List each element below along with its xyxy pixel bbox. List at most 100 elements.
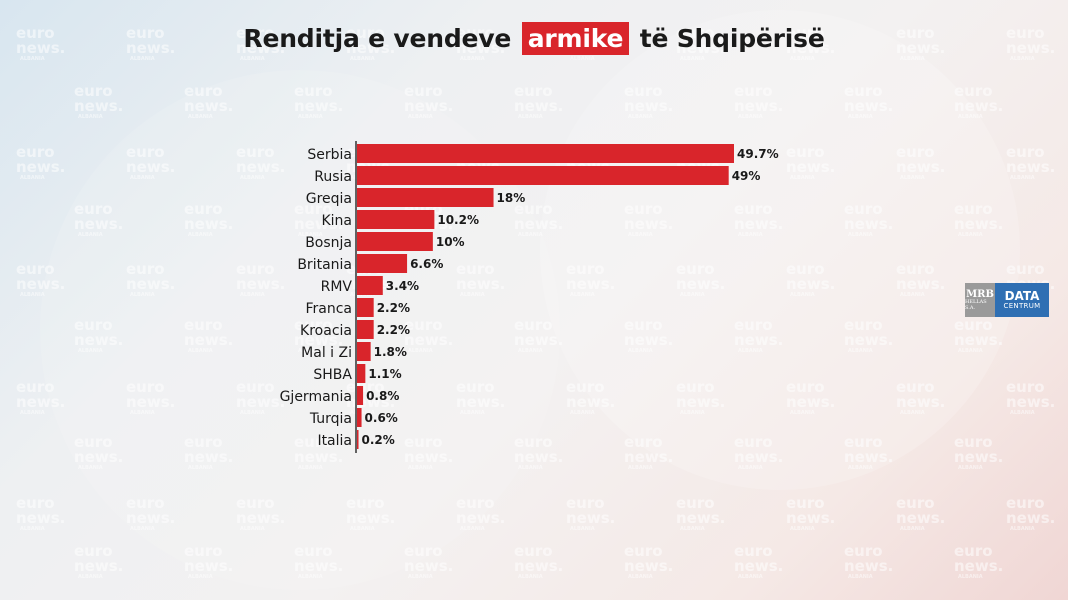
category-label: Kina (321, 213, 352, 229)
watermark-line1: euro (624, 316, 663, 334)
watermark-sub: ALBANIA (518, 232, 543, 238)
watermark-sub: ALBANIA (240, 526, 265, 532)
watermark-line2: news. (236, 275, 285, 293)
mrb-logo-text: MRB (966, 289, 994, 300)
watermark-sub: ALBANIA (738, 114, 763, 120)
mrb-logo: MRB HELLAS S.A. (965, 283, 995, 317)
watermark-line1: euro (236, 143, 275, 161)
category-label: Britania (297, 257, 352, 273)
watermark-line1: euro (1006, 260, 1045, 278)
watermark-line1: euro (844, 542, 883, 560)
watermark-line2: news. (126, 393, 175, 411)
watermark-line1: euro (294, 433, 333, 451)
category-label: Italia (317, 433, 352, 449)
watermark-sub: ALBANIA (738, 348, 763, 354)
watermark-line1: euro (236, 260, 275, 278)
title-text-before: Renditja e vendeve (243, 24, 512, 53)
bar-mal-i-zi (357, 342, 371, 361)
category-label: Bosnja (305, 235, 352, 251)
category-label: Greqia (306, 191, 352, 207)
watermark-line2: news. (566, 509, 615, 527)
watermark-line2: news. (896, 275, 945, 293)
watermark-sub: ALBANIA (900, 526, 925, 532)
watermark-line1: euro (1006, 494, 1045, 512)
watermark-sub: ALBANIA (350, 526, 375, 532)
bar-kroacia (357, 320, 374, 339)
watermark-line2: news. (514, 557, 563, 575)
watermark-line1: euro (624, 200, 663, 218)
watermark-line2: news. (294, 215, 343, 233)
watermark-sub: ALBANIA (130, 526, 155, 532)
watermark-sub: ALBANIA (20, 175, 45, 181)
watermark-sub: ALBANIA (1010, 56, 1035, 62)
watermark-line2: news. (294, 557, 343, 575)
watermark-line1: euro (844, 433, 883, 451)
bar-shba (357, 364, 366, 383)
watermark-line1: euro (734, 316, 773, 334)
watermark-line2: news. (844, 331, 893, 349)
watermark-line1: euro (624, 433, 663, 451)
value-label: 10.2% (437, 213, 479, 227)
watermark-line1: euro (294, 542, 333, 560)
watermark-sub: ALBANIA (188, 232, 213, 238)
watermark-sub: ALBANIA (188, 348, 213, 354)
watermark-line1: euro (404, 82, 443, 100)
watermark-line1: euro (954, 542, 993, 560)
watermark-sub: ALBANIA (188, 465, 213, 471)
watermark-line1: euro (786, 143, 825, 161)
watermark-line2: news. (294, 448, 343, 466)
value-label: 49% (732, 169, 761, 183)
watermark-line2: news. (184, 448, 233, 466)
watermark-sub: ALBANIA (958, 574, 983, 580)
watermark-line1: euro (74, 433, 113, 451)
watermark-line1: euro (734, 433, 773, 451)
watermark-line2: news. (126, 275, 175, 293)
watermark-line1: euro (954, 200, 993, 218)
watermark-line1: euro (74, 542, 113, 560)
watermark-line1: euro (786, 24, 825, 42)
watermark-sub: ALBANIA (78, 348, 103, 354)
value-label: 2.2% (377, 323, 410, 337)
watermark-sub: ALBANIA (298, 574, 323, 580)
watermark-line2: news. (786, 393, 835, 411)
bar-kina (357, 210, 435, 229)
watermark-sub: ALBANIA (1010, 410, 1035, 416)
watermark-sub: ALBANIA (188, 574, 213, 580)
watermark-line1: euro (676, 494, 715, 512)
watermark-line2: news. (624, 557, 673, 575)
watermark-line1: euro (404, 433, 443, 451)
watermark-line1: euro (404, 542, 443, 560)
category-label: Kroacia (300, 323, 352, 339)
watermark-sub: ALBANIA (460, 410, 485, 416)
watermark-line2: news. (126, 158, 175, 176)
value-label: 1.1% (368, 367, 401, 381)
datacentrum-logo-data: DATA (1004, 289, 1040, 304)
watermark-sub: ALBANIA (790, 410, 815, 416)
watermark-line2: news. (456, 509, 505, 527)
bar-rmv (357, 276, 383, 295)
watermark-line1: euro (676, 24, 715, 42)
watermark-line1: euro (844, 316, 883, 334)
watermark-line2: news. (734, 215, 783, 233)
category-label: Turqia (309, 411, 352, 427)
watermark-sub: ALBANIA (900, 292, 925, 298)
